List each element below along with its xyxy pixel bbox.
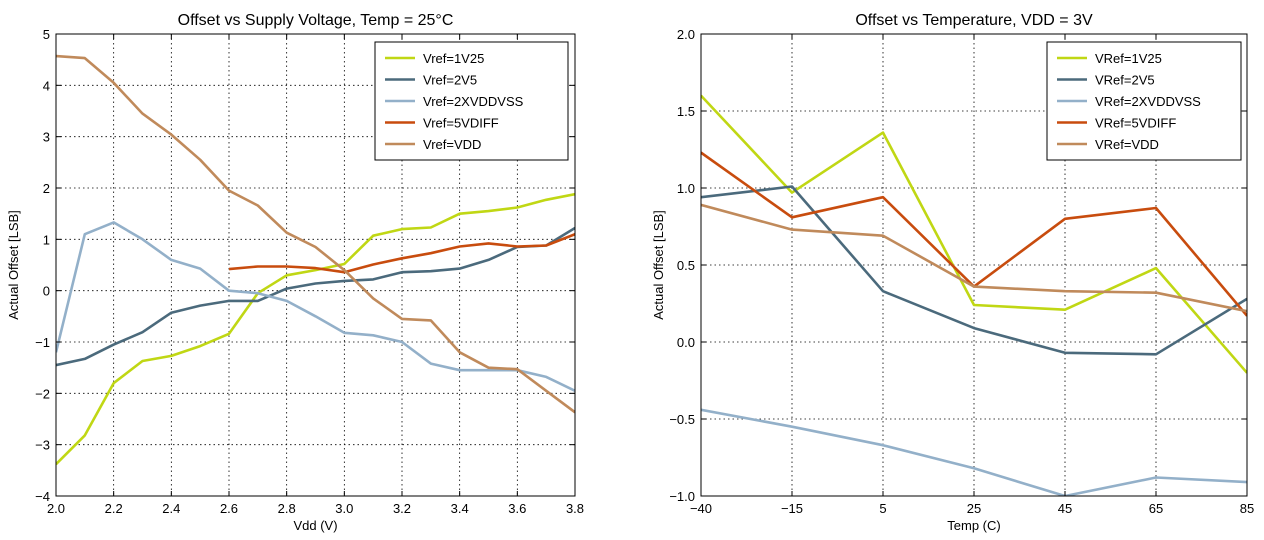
chart-offset-vs-supply-voltage: 2.0 2.2 2.4 2.6 2.8 3.0 3.2 3.4 3.6 3.8 −4 −3 −2 −1 0 1… — [6, 12, 584, 533]
series-line-vref-1v25 — [701, 94, 1247, 374]
y-tick-label: −2 — [35, 386, 50, 401]
x-tick-label: 2.4 — [162, 501, 180, 516]
y-tick-label: 0 — [43, 284, 50, 299]
x-tick-label: 3.4 — [451, 501, 469, 516]
y-tick-label: 1.5 — [677, 104, 695, 119]
series-line-vref-1v25 — [56, 192, 575, 466]
x-tick-label: 2.2 — [105, 501, 123, 516]
legend-label: Vref=2V5 — [423, 73, 477, 88]
x-tick-label: −40 — [690, 501, 712, 516]
x-tick-label: 2.6 — [220, 501, 238, 516]
y-tick-label: 2.0 — [677, 27, 695, 42]
y-tick-label: −0.5 — [669, 412, 695, 427]
x-tick-label: 45 — [1058, 501, 1072, 516]
y-axis-label: Actual Offset [LSB] — [6, 210, 21, 320]
y-tick-label: 5 — [43, 27, 50, 42]
y-tick-label: 1 — [43, 232, 50, 247]
x-tick-label: 25 — [967, 501, 981, 516]
legend-label: VRef=2XVDDVSS — [1095, 94, 1201, 109]
legend-label: Vref=5VDIFF — [423, 116, 499, 131]
series-group — [701, 94, 1247, 496]
x-tick-label: 2.0 — [47, 501, 65, 516]
x-axis-label: Vdd (V) — [293, 518, 337, 533]
chart-offset-vs-temperature: −40 −15 5 25 45 65 85 −1.0 −0.5 0.0 0.5 1.0 1.5 2.0 Of… — [651, 12, 1254, 533]
legend: VRef=1V25 VRef=2V5 VRef=2XVDDVSS VRef=5VDIF… — [1046, 41, 1242, 161]
x-tick-label: 2.8 — [278, 501, 296, 516]
x-tick-label: 85 — [1240, 501, 1254, 516]
y-tick-label: 3 — [43, 130, 50, 145]
legend-label: VRef=VDD — [1095, 137, 1159, 152]
chart-title: Offset vs Temperature, VDD = 3V — [855, 12, 1093, 29]
y-tick-label: −1 — [35, 335, 50, 350]
x-tick-label: 3.8 — [566, 501, 584, 516]
y-tick-label: −3 — [35, 438, 50, 453]
y-axis-label: Actual Offset [LSB] — [651, 210, 666, 320]
legend-label: VRef=1V25 — [1095, 51, 1162, 66]
legend: Vref=1V25 Vref=2V5 Vref=2XVDDVSS Vref=5VDIF… — [374, 41, 569, 161]
series-line-vref-vdd — [56, 54, 575, 414]
x-tick-label: 5 — [879, 501, 886, 516]
x-tick-label: 65 — [1149, 501, 1163, 516]
x-tick-label: −15 — [781, 501, 803, 516]
series-line-vref-2xvddvss — [701, 408, 1247, 496]
x-tick-label: 3.0 — [335, 501, 353, 516]
series-group — [56, 54, 575, 466]
series-line-vref-2v5 — [56, 226, 575, 367]
legend-label: Vref=2XVDDVSS — [423, 94, 524, 109]
legend-label: Vref=VDD — [423, 137, 481, 152]
y-tick-label: 0.0 — [677, 335, 695, 350]
series-line-vref-2v5 — [701, 185, 1247, 356]
y-tick-label: 4 — [43, 78, 50, 93]
x-axis-label: Temp (C) — [947, 518, 1000, 533]
y-tick-label: −4 — [35, 489, 50, 504]
series-line-vref-5vdiff — [228, 232, 575, 274]
ticks: 2.0 2.2 2.4 2.6 2.8 3.0 3.2 3.4 3.6 3.8 −4 −3 −2 −1 0 1… — [35, 27, 584, 516]
series-line-vref-vdd — [701, 203, 1247, 313]
ticks: −40 −15 5 25 45 65 85 −1.0 −0.5 0.0 0.5 1.0 1.5 2.0 — [669, 27, 1254, 516]
y-tick-label: 2 — [43, 181, 50, 196]
legend-label: Vref=1V25 — [423, 51, 484, 66]
legend-label: VRef=5VDIFF — [1095, 116, 1176, 131]
y-tick-label: −1.0 — [669, 489, 695, 504]
x-tick-label: 3.2 — [393, 501, 411, 516]
plot-frame — [55, 33, 576, 497]
legend-label: VRef=2V5 — [1095, 73, 1155, 88]
y-tick-label: 0.5 — [677, 258, 695, 273]
y-tick-label: 1.0 — [677, 181, 695, 196]
chart-title: Offset vs Supply Voltage, Temp = 25°C — [178, 12, 454, 29]
series-line-vref-2xvddvss — [56, 221, 575, 392]
x-tick-label: 3.6 — [508, 501, 526, 516]
